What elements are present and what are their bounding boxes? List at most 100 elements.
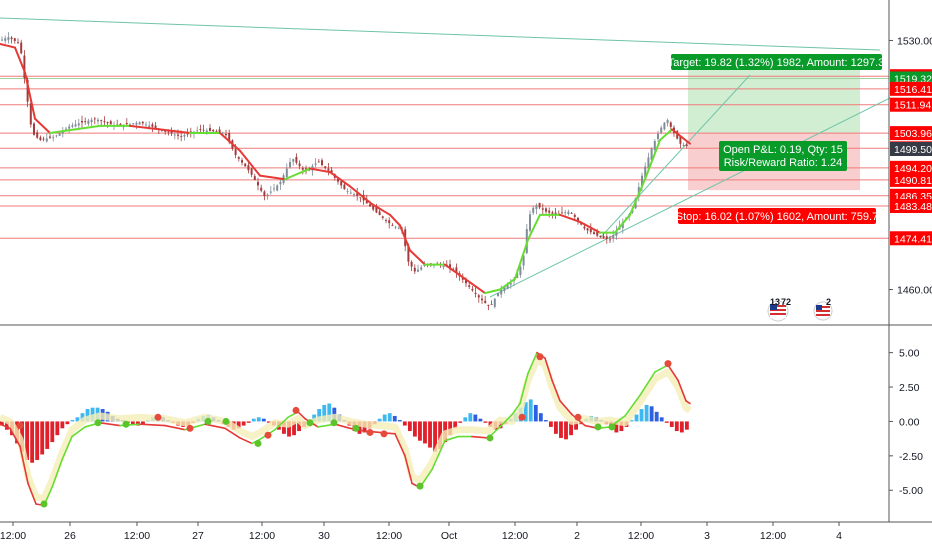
candle-body (250, 168, 253, 175)
signal-marker (264, 431, 272, 439)
candle-body (385, 219, 387, 221)
candle-body (295, 156, 298, 163)
oscillator-segment (639, 371, 656, 397)
signal-marker (366, 428, 374, 436)
ma-segment (484, 288, 501, 295)
top-trendline[interactable] (0, 17, 881, 51)
histogram-bar (5, 421, 9, 430)
price-tag-label: 1494.20 (894, 163, 932, 175)
price-tag-box[interactable] (890, 141, 932, 156)
oscillator-segment (139, 423, 166, 427)
candle-body (221, 132, 224, 134)
candle-body (381, 216, 384, 218)
candle-body (660, 127, 663, 133)
ma-segment (399, 224, 411, 252)
indicator-oscillator (0, 351, 692, 507)
oscillator-segment (224, 427, 241, 439)
time-axis-ticks[interactable]: 12:00 26 12:00 27 12:00 30 12:00 Oct 12:00 2 12:00… (0, 522, 842, 542)
time-tick-label: 12:00 (760, 530, 786, 542)
us-flag-icon[interactable]: 2 (813, 297, 833, 321)
candle-body (20, 42, 23, 54)
candle-body (612, 235, 615, 239)
oscillator-segment (499, 413, 513, 428)
us-flag-icon[interactable]: 13 72 (767, 297, 791, 322)
price-tag-box[interactable] (890, 160, 932, 175)
pnl-label-box[interactable] (719, 141, 847, 171)
candle-body (577, 217, 579, 221)
histogram-bar (448, 421, 453, 436)
histogram-bar (498, 421, 503, 429)
histogram-bar (55, 421, 60, 436)
histogram-bar (387, 413, 392, 422)
stop-label-box[interactable] (678, 208, 876, 224)
price-tag-box[interactable] (890, 231, 932, 246)
bottom-trendline[interactable] (489, 97, 891, 298)
histogram-bar (282, 421, 286, 434)
price-tag-box[interactable] (890, 198, 932, 213)
price-tag-box[interactable] (890, 97, 932, 112)
histogram-bar (30, 421, 35, 463)
candle-body (276, 185, 279, 191)
price-tag-box[interactable] (890, 81, 932, 96)
candle-body (17, 42, 19, 44)
candle-body (353, 194, 355, 195)
histogram-bar (569, 421, 573, 436)
histogram-bar (327, 403, 332, 422)
candle-body (621, 222, 624, 229)
candle-body (609, 239, 611, 241)
ma-segment (629, 178, 646, 216)
candle-body (509, 283, 512, 285)
candle-body (285, 168, 288, 178)
signal-marker (94, 419, 102, 427)
price-axis-ticks[interactable]: 1530.00 1460.00 (889, 35, 932, 297)
histogram-bar (70, 420, 75, 422)
candle-body (177, 134, 179, 136)
price-tag-box[interactable] (890, 126, 932, 141)
histogram-bar (533, 404, 538, 422)
candle-body (449, 264, 451, 268)
histogram-bar (659, 417, 664, 422)
candle-body (103, 121, 106, 123)
histogram-bar (392, 415, 397, 422)
price-tag-box[interactable] (890, 172, 932, 187)
candle-body (289, 162, 291, 168)
candle-body (679, 136, 682, 144)
candle-body (596, 231, 599, 236)
candle-body (36, 132, 39, 138)
candle-body (644, 166, 647, 178)
candle-body (375, 207, 378, 213)
signal-marker (518, 413, 526, 421)
price-axis-tags: 1519.961519.321516.411511.941503.961499.… (890, 69, 932, 246)
candle-body (119, 123, 122, 126)
candle-body (314, 163, 317, 165)
candle-body (548, 210, 551, 213)
candle-body (442, 265, 445, 268)
candle-body (212, 129, 215, 132)
candle-body (253, 176, 256, 181)
price-level-lines (0, 75, 889, 239)
candle-body (71, 125, 74, 127)
candle-body (209, 127, 211, 131)
indicator-axis-ticks[interactable]: 5.00 2.50 0.00 -2.50 -5.00 (889, 348, 923, 498)
oscillator-segment (297, 411, 306, 420)
inner-trendline[interactable] (599, 74, 751, 239)
indicator-tick-label: 2.50 (899, 382, 920, 394)
histogram-bar (418, 421, 422, 441)
candle-body (13, 38, 16, 41)
candle-body (321, 160, 323, 165)
candle-body (477, 295, 480, 298)
oscillator-segment (27, 482, 37, 505)
candle-body (215, 131, 218, 132)
histogram-bar (322, 404, 327, 422)
candle-body (641, 175, 643, 188)
histogram-bar (292, 421, 296, 436)
histogram-bar (60, 421, 65, 429)
target-label-box[interactable] (671, 54, 882, 70)
ma-segment (349, 185, 373, 206)
time-tick-label: 26 (64, 530, 76, 542)
candle-body (260, 187, 263, 191)
candle-body (586, 228, 589, 231)
oscillator-segment (677, 379, 687, 402)
ma-segment (559, 213, 581, 223)
profit-zone[interactable] (688, 62, 860, 134)
